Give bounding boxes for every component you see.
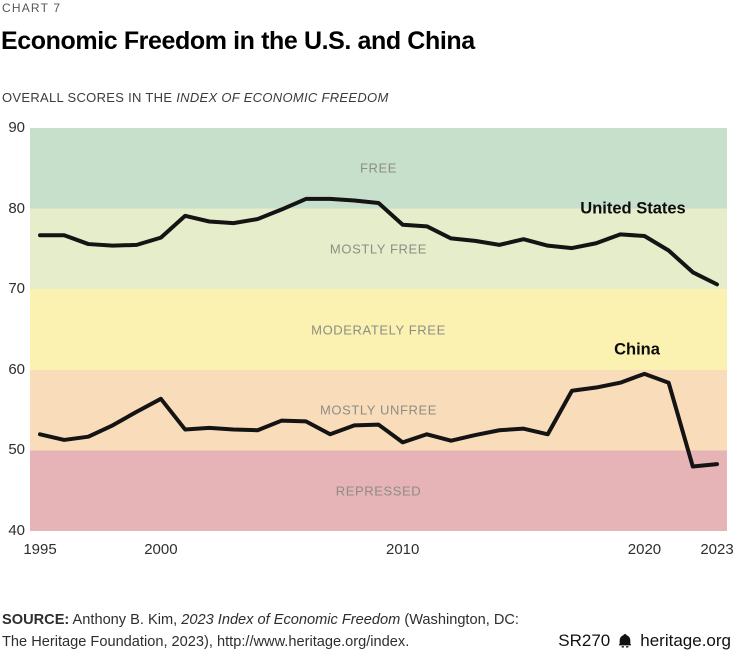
- source-label: SOURCE:: [2, 612, 70, 628]
- zone-band: [30, 450, 727, 531]
- zone-band: [30, 208, 727, 290]
- subtitle-plain-text: OVERALL SCORES IN THE: [2, 90, 177, 105]
- y-tick-label: 60: [8, 360, 25, 378]
- y-tick-label: 70: [8, 280, 25, 298]
- zone-label: REPRESSED: [335, 483, 422, 499]
- y-tick-label: 90: [8, 119, 25, 136]
- zone-band: [30, 128, 727, 209]
- zone-label: MODERATELY FREE: [311, 322, 446, 337]
- x-tick-label: 2023: [700, 541, 734, 558]
- zone-label: MOSTLY FREE: [329, 241, 428, 257]
- series-line: [38, 196, 719, 287]
- series-label: China: [614, 340, 660, 359]
- source-citation-italic: 2023 Index of Economic Freedom: [181, 612, 401, 628]
- chart-number-label: CHART 7: [2, 1, 62, 15]
- zone-label: FREE: [359, 160, 398, 176]
- line-chart-canvas: [30, 128, 727, 531]
- x-tick-label: 2020: [627, 541, 662, 558]
- source-text-3: The Heritage Foundation, 2023), http://w…: [2, 634, 410, 650]
- plot-area: FREE MOSTLY FREE MODERATELY FREE MOSTLY UNF…: [30, 128, 727, 531]
- x-tick-label: 2010: [385, 541, 420, 558]
- x-tick-label: 2000: [144, 541, 178, 558]
- source-text-1: Anthony B. Kim,: [69, 612, 182, 628]
- series-line: [38, 371, 719, 469]
- report-id: SR270: [558, 631, 611, 650]
- brand-domain: heritage.org: [640, 631, 731, 650]
- page-title: Economic Freedom in the U.S. and China: [1, 27, 475, 55]
- y-tick-label: 40: [8, 522, 25, 539]
- x-tick-label: 1995: [23, 541, 57, 558]
- y-tick-label: 50: [8, 441, 25, 459]
- footer-brand: SR270 heritage.org: [558, 631, 731, 651]
- source-text-2: (Washington, DC:: [400, 612, 519, 628]
- zone-label: MOSTLY UNFREE: [319, 402, 438, 418]
- chart-subtitle: OVERALL SCORES IN THE INDEX OF ECONOMIC …: [2, 90, 389, 105]
- subtitle-italic-text: INDEX OF ECONOMIC FREEDOM: [176, 90, 389, 105]
- source-note: SOURCE: Anthony B. Kim, 2023 Index of Ec…: [2, 609, 522, 653]
- series-label: United States: [580, 199, 686, 218]
- liberty-bell-icon: [617, 633, 633, 649]
- zone-band: [30, 289, 727, 370]
- y-tick-label: 80: [8, 199, 25, 217]
